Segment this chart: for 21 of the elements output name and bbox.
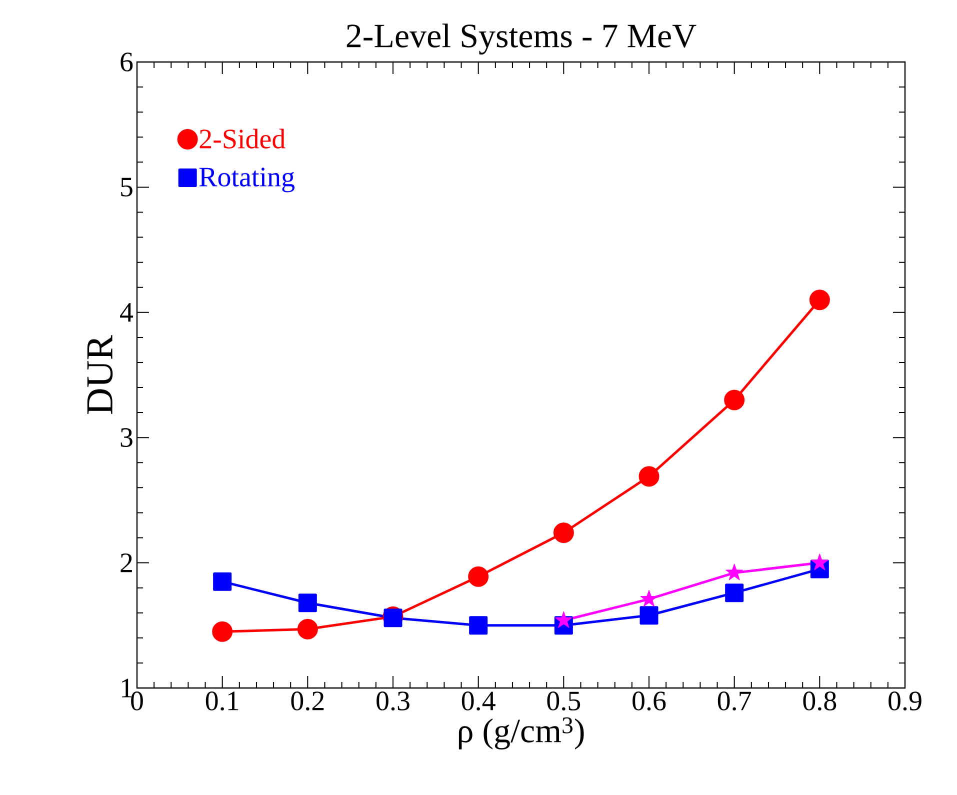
legend-label: Rotating	[199, 168, 295, 192]
y-tick-label: 2	[120, 554, 132, 572]
x-tick-label: 0.6	[632, 692, 666, 711]
x-tick-label: 0.8	[803, 692, 836, 711]
x-tick-label: 0	[131, 692, 143, 710]
x-tick-label: 0.2	[291, 692, 324, 711]
x-tick-label: 0.3	[376, 692, 410, 711]
y-tick-label: 5	[121, 178, 132, 197]
chart-title: 2-Level Systems - 7 MeV	[346, 24, 696, 55]
x-tick-label: 0.7	[718, 692, 752, 711]
y-tick-label: 1	[122, 678, 132, 698]
x-tick-label: 0.1	[206, 692, 238, 711]
y-tick-label: 4	[120, 303, 134, 322]
x-tick-label: 0.4	[462, 692, 496, 711]
legend-label: 2-Sided	[200, 128, 286, 148]
y-axis-title: DUR	[87, 334, 113, 414]
x-tick-label: 0.9	[888, 692, 922, 711]
y-tick-label: 3	[120, 428, 132, 448]
x-tick-label: 0.5	[547, 692, 580, 711]
x-axis-title: ρ (g/cm$^{3}$)	[458, 717, 584, 750]
y-tick-label: 6	[120, 52, 133, 72]
